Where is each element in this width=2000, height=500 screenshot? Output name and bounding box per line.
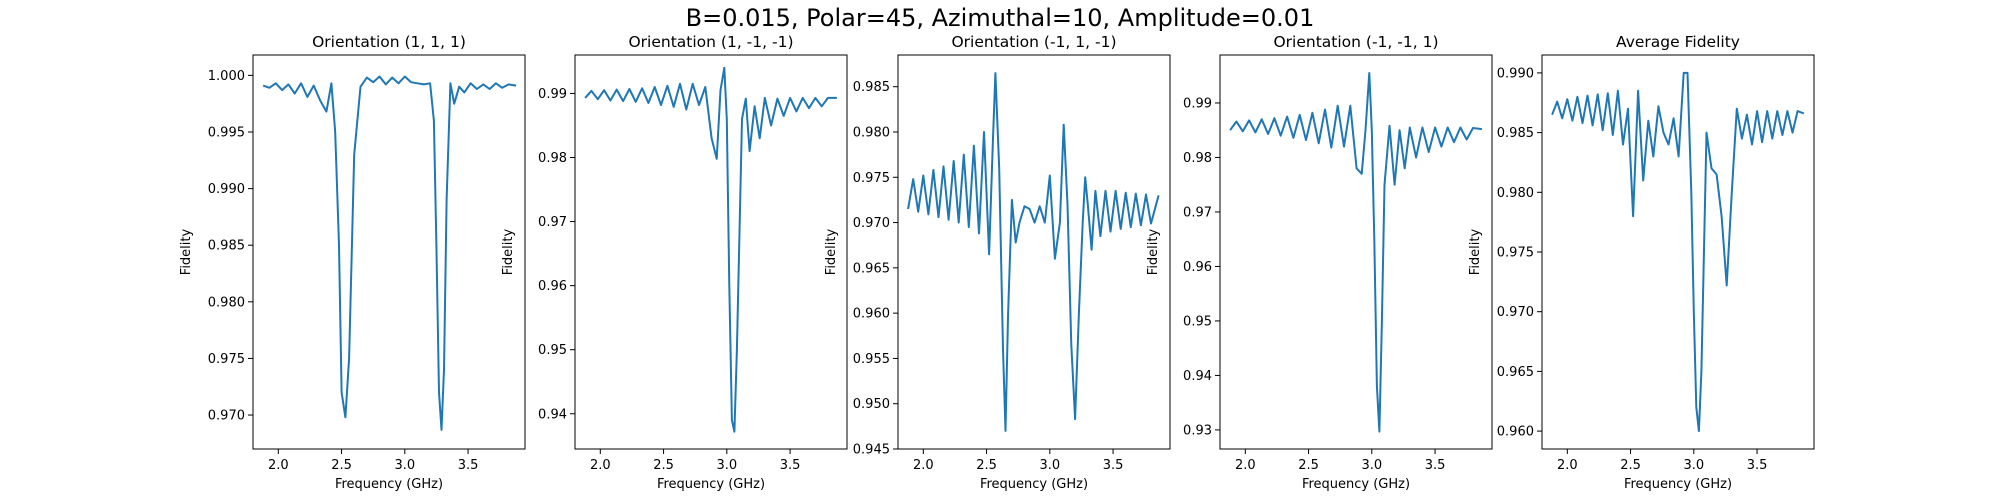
x-tick-label: 3.5	[780, 458, 801, 473]
subplot-3: 2.0 2.5 3.0 3.5 0.945 0.950 0.955 0.960 0.965 0.9…	[824, 33, 1171, 492]
series-line	[1229, 72, 1483, 433]
x-tick-label: 2.5	[1298, 458, 1319, 473]
y-tick-label: 0.985	[853, 80, 890, 95]
y-tick-label: 0.975	[853, 171, 890, 186]
x-axis-label: Frequency (GHz)	[980, 477, 1088, 492]
y-tick-label: 0.975	[208, 352, 245, 367]
figure-title: B=0.015, Polar=45, Azimuthal=10, Amplitu…	[685, 4, 1315, 32]
subplot-title: Average Fidelity	[1616, 33, 1740, 51]
series-line	[584, 66, 837, 433]
y-tick-label: 0.985	[1497, 126, 1534, 141]
x-tick-label: 2.0	[1557, 458, 1578, 473]
subplot-2: 2.0 2.5 3.0 3.5 0.94 0.95 0.96 0.97 0.98 0.99 Orie…	[501, 33, 848, 492]
y-axis-label: Fidelity	[501, 228, 516, 275]
y-tick-label: 0.945	[853, 443, 890, 458]
series-line	[262, 75, 517, 431]
y-axis-label: Fidelity	[1146, 228, 1161, 275]
y-axis-label: Fidelity	[824, 228, 839, 275]
y-tick-label: 0.94	[538, 407, 567, 422]
x-tick-label: 3.5	[1103, 458, 1124, 473]
y-tick-label: 0.96	[1183, 260, 1212, 275]
y-tick-label: 0.990	[208, 182, 245, 197]
y-tick-label: 0.96	[538, 279, 567, 294]
x-tick-label: 2.0	[590, 458, 611, 473]
y-tick-label: 0.965	[1497, 365, 1534, 380]
x-tick-label: 2.5	[653, 458, 674, 473]
y-tick-label: 0.95	[538, 343, 567, 358]
x-axis-label: Frequency (GHz)	[1624, 477, 1732, 492]
axes-frame	[1219, 54, 1493, 450]
y-tick-label: 0.980	[208, 295, 245, 310]
y-tick-label: 0.995	[208, 125, 245, 140]
axes-frame	[252, 54, 526, 450]
y-axis-label: Fidelity	[179, 228, 194, 275]
x-tick-label: 3.0	[1361, 458, 1382, 473]
series-line	[907, 72, 1160, 432]
series-line	[1551, 71, 1805, 433]
y-tick-label: 0.95	[1183, 314, 1212, 329]
x-tick-label: 2.0	[1235, 458, 1256, 473]
y-tick-label: 0.955	[853, 352, 890, 367]
subplot-title: Orientation (1, 1, 1)	[312, 33, 466, 51]
x-tick-label: 3.0	[1039, 458, 1060, 473]
y-tick-label: 0.960	[1497, 425, 1534, 440]
y-tick-label: 0.97	[1183, 205, 1212, 220]
subplot-title: Orientation (1, -1, -1)	[628, 33, 793, 51]
x-tick-label: 2.0	[913, 458, 934, 473]
y-tick-label: 0.94	[1183, 369, 1212, 384]
y-tick-label: 0.985	[208, 239, 245, 254]
y-tick-label: 0.93	[1183, 423, 1212, 438]
y-tick-label: 0.980	[1497, 186, 1534, 201]
axes-frame	[574, 54, 848, 450]
x-tick-label: 2.5	[331, 458, 352, 473]
y-tick-label: 0.960	[853, 307, 890, 322]
x-tick-label: 2.5	[1620, 458, 1641, 473]
y-tick-label: 0.990	[1497, 66, 1534, 81]
x-tick-label: 2.5	[976, 458, 997, 473]
x-tick-label: 3.5	[1425, 458, 1446, 473]
x-tick-label: 3.0	[394, 458, 415, 473]
y-tick-label: 0.975	[1497, 246, 1534, 261]
y-tick-label: 0.970	[208, 409, 245, 424]
x-axis-label: Frequency (GHz)	[657, 477, 765, 492]
y-tick-label: 0.98	[1183, 151, 1212, 166]
y-tick-label: 0.970	[1497, 305, 1534, 320]
y-tick-label: 0.99	[538, 87, 567, 102]
y-tick-label: 0.99	[1183, 96, 1212, 111]
y-tick-label: 0.97	[538, 215, 567, 230]
axes-frame	[897, 54, 1171, 450]
subplot-1: 2.0 2.5 3.0 3.5 0.970 0.975 0.980 0.985 0.990 0.9…	[179, 33, 526, 492]
x-tick-label: 3.5	[458, 458, 479, 473]
y-tick-label: 0.98	[538, 151, 567, 166]
y-axis-label: Fidelity	[1468, 228, 1483, 275]
subplot-4: 2.0 2.5 3.0 3.5 0.93 0.94 0.95 0.96 0.97 0.98 0.99…	[1146, 33, 1493, 492]
y-tick-label: 0.950	[853, 397, 890, 412]
x-tick-label: 3.0	[716, 458, 737, 473]
subplot-title: Orientation (-1, -1, 1)	[1273, 33, 1438, 51]
subplot-5: 2.0 2.5 3.0 3.5 0.960 0.965 0.970 0.975 0.980 0.9…	[1468, 33, 1815, 492]
x-tick-label: 3.5	[1747, 458, 1768, 473]
subplot-title: Orientation (-1, 1, -1)	[951, 33, 1116, 51]
x-tick-label: 3.0	[1683, 458, 1704, 473]
y-tick-label: 0.965	[853, 261, 890, 276]
y-tick-label: 1.000	[208, 69, 245, 84]
x-axis-label: Frequency (GHz)	[335, 477, 443, 492]
axes-frame	[1541, 54, 1815, 450]
x-axis-label: Frequency (GHz)	[1302, 477, 1410, 492]
x-tick-label: 2.0	[268, 458, 289, 473]
y-tick-label: 0.980	[853, 125, 890, 140]
y-tick-label: 0.970	[853, 216, 890, 231]
